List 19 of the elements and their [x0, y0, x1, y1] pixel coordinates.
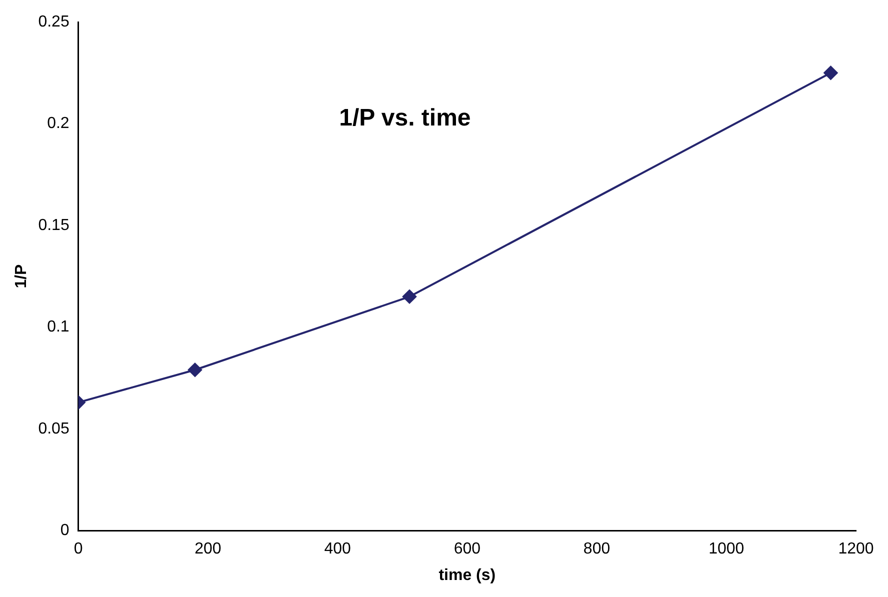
x-tick-label: 0 — [74, 540, 83, 558]
y-tick-label: 0.2 — [47, 115, 70, 132]
y-tick-label: 0.05 — [38, 420, 70, 438]
x-tick-label: 800 — [583, 540, 610, 558]
y-tick-label: 0.1 — [47, 318, 70, 336]
x-tick-label: 400 — [324, 540, 352, 558]
x-tick-label: 200 — [194, 540, 222, 558]
y-tick-label: 0.25 — [38, 13, 70, 30]
x-tick-label: 600 — [454, 540, 481, 558]
x-tick-label: 1000 — [708, 540, 744, 558]
x-tick-label: 1200 — [838, 540, 874, 558]
point — [188, 362, 202, 377]
y-tick-label: 0 — [60, 522, 70, 540]
y-tick-label: 0.15 — [38, 216, 70, 234]
y-axis-title: 1/P — [13, 264, 30, 288]
text: 1/P vs. time — [339, 104, 471, 132]
x-axis-title: time (s) — [438, 566, 496, 584]
point — [824, 66, 838, 80]
point — [402, 290, 416, 304]
